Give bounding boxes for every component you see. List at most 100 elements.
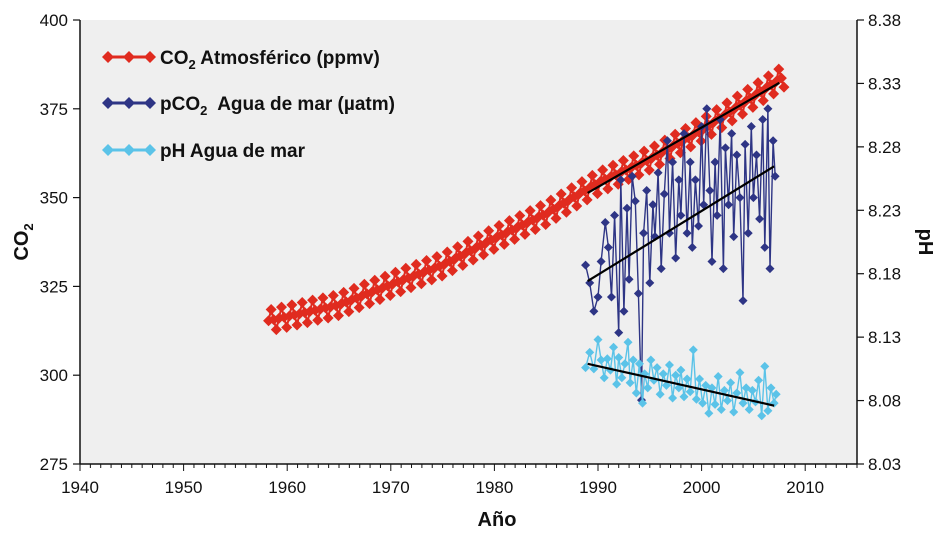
data-point-ph [688, 345, 698, 355]
data-point-pco2 [760, 242, 770, 252]
data-point-ph [676, 365, 686, 375]
right-y-tick-label: 8.28 [868, 138, 901, 157]
left-y-axis-title-main: CO [11, 231, 33, 261]
legend-marker [123, 97, 135, 109]
data-point-atm [421, 254, 433, 266]
data-point-pco2 [702, 104, 712, 114]
data-point-ph [771, 389, 781, 399]
left-y-tick-label: 350 [40, 189, 68, 208]
x-tick-label: 1950 [165, 478, 203, 497]
data-point-pco2 [619, 306, 629, 316]
right-y-tick-label: 8.23 [868, 201, 901, 220]
data-point-atm [768, 88, 780, 100]
data-point-atm [685, 141, 697, 153]
data-point-atm [384, 289, 396, 301]
data-point-atm [628, 150, 640, 162]
data-point-ph [695, 374, 705, 384]
data-point-atm [747, 101, 759, 113]
data-point-ph [634, 359, 644, 369]
data-point-atm [775, 72, 787, 84]
data-point-atm [643, 164, 655, 176]
data-point-pco2 [622, 203, 632, 213]
data-point-atm [721, 97, 733, 109]
data-point-atm [586, 169, 598, 181]
data-point-pco2 [746, 122, 756, 132]
data-point-pco2 [718, 264, 728, 274]
data-point-ph [757, 411, 767, 421]
legend-marker [144, 51, 156, 63]
right-y-tick-label: 8.08 [868, 392, 901, 411]
data-point-pco2 [676, 210, 686, 220]
data-point-ph [754, 375, 764, 385]
legend-label-sub: 2 [200, 103, 207, 118]
data-point-atm [291, 319, 303, 331]
data-point-atm [327, 289, 339, 301]
data-point-atm [281, 321, 293, 333]
data-point-pco2 [630, 196, 640, 206]
data-point-ph [719, 385, 729, 395]
data-point-ph [763, 406, 773, 416]
data-point-atm [457, 259, 469, 271]
data-point-atm [332, 310, 344, 322]
data-point-ph [655, 389, 665, 399]
data-point-pco2 [729, 232, 739, 242]
data-point-atm [555, 188, 567, 200]
data-point-atm [524, 205, 536, 217]
data-point-atm [307, 294, 319, 306]
data-point-pco2 [581, 260, 591, 270]
data-point-atm [446, 265, 458, 277]
data-point-atm [597, 164, 609, 176]
data-point-atm [405, 282, 417, 294]
data-point-atm [353, 302, 365, 314]
legend-marker [102, 144, 114, 156]
data-point-atm [757, 95, 769, 107]
data-point-ph [620, 359, 630, 369]
data-point-atm [669, 128, 681, 140]
data-point-atm [478, 249, 490, 261]
data-point-pco2 [690, 175, 700, 185]
legend-marker [123, 51, 135, 63]
data-point-atm [436, 270, 448, 282]
data-point-ph [716, 404, 726, 414]
data-point-atm [752, 77, 764, 89]
left-y-tick-label: 300 [40, 366, 68, 385]
data-point-atm [493, 220, 505, 232]
data-point-atm [711, 104, 723, 116]
left-y-axis: 275 300 325 350 375 400 [40, 11, 81, 474]
x-axis-title: Año [478, 509, 517, 531]
data-point-ph [602, 354, 612, 364]
data-point-ph [581, 363, 591, 373]
data-point-pco2 [748, 193, 758, 203]
data-point-atm [545, 194, 557, 206]
left-y-tick-label: 375 [40, 100, 68, 119]
data-point-atm [591, 188, 603, 200]
data-point-pco2 [727, 129, 737, 139]
data-point-pco2 [743, 228, 753, 238]
data-point-pco2 [682, 228, 692, 238]
data-point-atm [452, 241, 464, 253]
data-point-atm [648, 140, 660, 152]
data-point-ph [766, 383, 776, 393]
data-point-ph [726, 378, 736, 388]
series-ph [581, 335, 781, 421]
data-point-atm [607, 159, 619, 171]
data-point-ph [747, 385, 757, 395]
legend-marker [144, 97, 156, 109]
data-point-atm [535, 200, 547, 212]
data-point-ph [732, 388, 742, 398]
data-point-ph [723, 396, 732, 406]
series-line-pco2 [584, 108, 776, 401]
x-tick-label: 2000 [683, 478, 721, 497]
data-point-atm [426, 274, 438, 286]
data-point-atm [312, 314, 324, 326]
right-y-axis: 8.03 8.08 8.13 8.18 8.23 8.28 8.33 8.38 [856, 11, 901, 474]
trend-line-atm [587, 81, 780, 194]
x-tick-label: 1940 [61, 478, 99, 497]
data-point-pco2 [656, 264, 666, 274]
data-point-pco2 [659, 189, 669, 199]
data-point-atm [441, 246, 453, 258]
data-point-atm [654, 158, 666, 170]
legend-label-ph: pH Agua de mar [160, 141, 306, 162]
x-tick-label: 2010 [786, 478, 824, 497]
